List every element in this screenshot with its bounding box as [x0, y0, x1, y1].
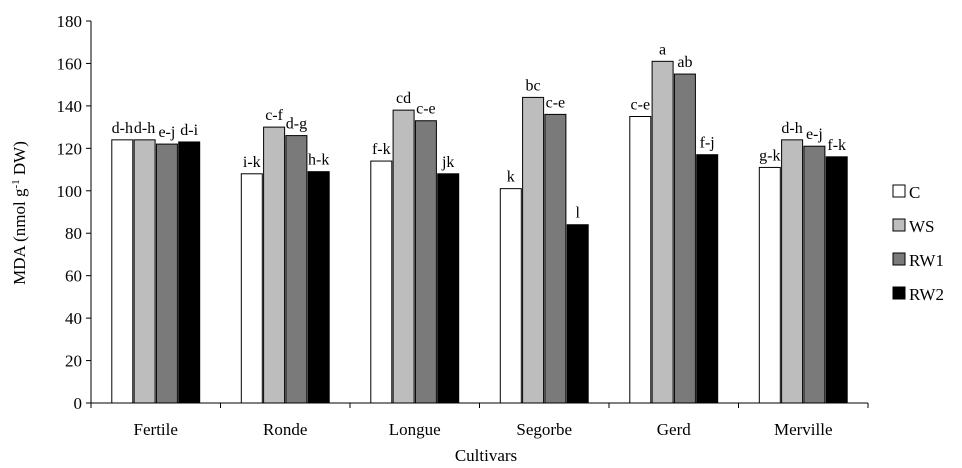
bar-rw1-longue — [414, 120, 437, 404]
y-tick-label: 40 — [65, 309, 82, 328]
bars — [111, 60, 848, 404]
legend-label-c: C — [909, 183, 920, 202]
bar-ws-segorbe — [522, 96, 545, 404]
x-tick-label: Segorbe — [516, 420, 572, 439]
bar-label: e-j — [158, 124, 175, 141]
bar-c-fertile — [111, 139, 134, 404]
legend-label-ws: WS — [909, 217, 935, 236]
legend-swatch-rw2 — [892, 286, 906, 300]
bar-labels: d-h d-h e-j d-ii-kc-f d-gh-kf-kcdc-ejkkbcc-e… — [112, 41, 846, 221]
bar-label: d-h — [134, 120, 155, 137]
bar-label: f-j — [700, 135, 715, 152]
y-axis-title-superscript: -1 — [10, 179, 22, 188]
bar-ws-gerd — [651, 60, 674, 404]
y-tick-label: 140 — [57, 97, 83, 116]
bar-label: c-f — [265, 107, 283, 124]
bar-rw1-merville — [803, 145, 826, 404]
bar-label: d-h — [112, 120, 133, 137]
bar-label: bc — [526, 77, 541, 94]
y-tick-label: 120 — [57, 139, 83, 158]
legend: C WS RW1 RW2 — [892, 183, 944, 304]
bar-rw1-gerd — [673, 73, 696, 404]
legend-swatch-rw1 — [892, 252, 906, 266]
bar-label: ab — [677, 54, 692, 71]
bar-ws-fertile — [133, 139, 156, 404]
x-tick-label: Ronde — [263, 420, 307, 439]
bar-label: e-j — [806, 126, 823, 143]
y-axis-title: MDA (nmol g-1 DW) — [10, 141, 29, 285]
bar-label: i-k — [243, 154, 261, 171]
bar-label: d-h — [781, 120, 802, 137]
bar-label: a — [659, 41, 666, 58]
x-tick-label: Merville — [774, 420, 833, 439]
bar-label: f-k — [372, 141, 391, 158]
bar-label: c-e — [546, 94, 566, 111]
bar-label: jk — [441, 154, 454, 171]
bar-label: c-e — [631, 97, 651, 114]
bar-c-merville — [758, 166, 781, 404]
bar-rw1-ronde — [285, 135, 308, 404]
legend-label-rw1: RW1 — [909, 251, 944, 270]
bar-label: g-k — [759, 147, 780, 164]
bar-label: c-e — [416, 101, 436, 118]
bar-label: k — [507, 169, 515, 186]
y-axis-title-unit: DW) — [10, 141, 29, 179]
bar-rw2-merville — [825, 156, 848, 404]
bar-rw1-segorbe — [544, 113, 567, 404]
bar-label: d-g — [286, 116, 307, 133]
x-tick-label: Longue — [389, 420, 441, 439]
y-tick-label: 60 — [65, 267, 82, 286]
bar-rw1-fertile — [155, 143, 178, 404]
bar-ws-longue — [392, 109, 415, 404]
y-axis: 0 20 40 60 80 100 120 140 160 180 — [57, 12, 92, 413]
bar-label: f-k — [827, 137, 846, 154]
y-tick-label: 80 — [65, 224, 82, 243]
bar-c-ronde — [240, 173, 263, 404]
bar-rw2-fertile — [178, 141, 201, 404]
x-axis: Fertile Ronde Longue Segorbe Gerd Merville — [90, 402, 869, 439]
y-tick-label: 100 — [57, 182, 83, 201]
y-tick-label: 160 — [57, 54, 83, 73]
bar-c-gerd — [629, 116, 652, 404]
y-tick-label: 0 — [74, 394, 83, 413]
bar-ws-ronde — [263, 126, 286, 404]
bar-label: d-i — [180, 122, 198, 139]
legend-swatch-c — [892, 184, 906, 198]
bar-ws-merville — [781, 139, 804, 404]
bar-c-longue — [370, 160, 393, 404]
y-tick-label: 20 — [65, 352, 82, 371]
bar-rw2-longue — [437, 173, 460, 404]
x-tick-label: Gerd — [657, 420, 691, 439]
bar-rw2-ronde — [307, 171, 330, 404]
legend-label-rw2: RW2 — [909, 285, 944, 304]
bar-rw2-segorbe — [566, 224, 589, 404]
x-axis-title: Cultivars — [455, 446, 517, 465]
legend-swatch-ws — [892, 218, 906, 232]
x-tick-label: Fertile — [134, 420, 178, 439]
bar-label: l — [575, 205, 580, 222]
bar-rw2-gerd — [696, 154, 719, 404]
bar-c-segorbe — [499, 188, 522, 404]
bar-label: h-k — [308, 152, 329, 169]
y-axis-title-main: MDA (nmol g — [10, 188, 29, 285]
y-tick-label: 180 — [57, 12, 83, 31]
bar-label: cd — [396, 90, 411, 107]
